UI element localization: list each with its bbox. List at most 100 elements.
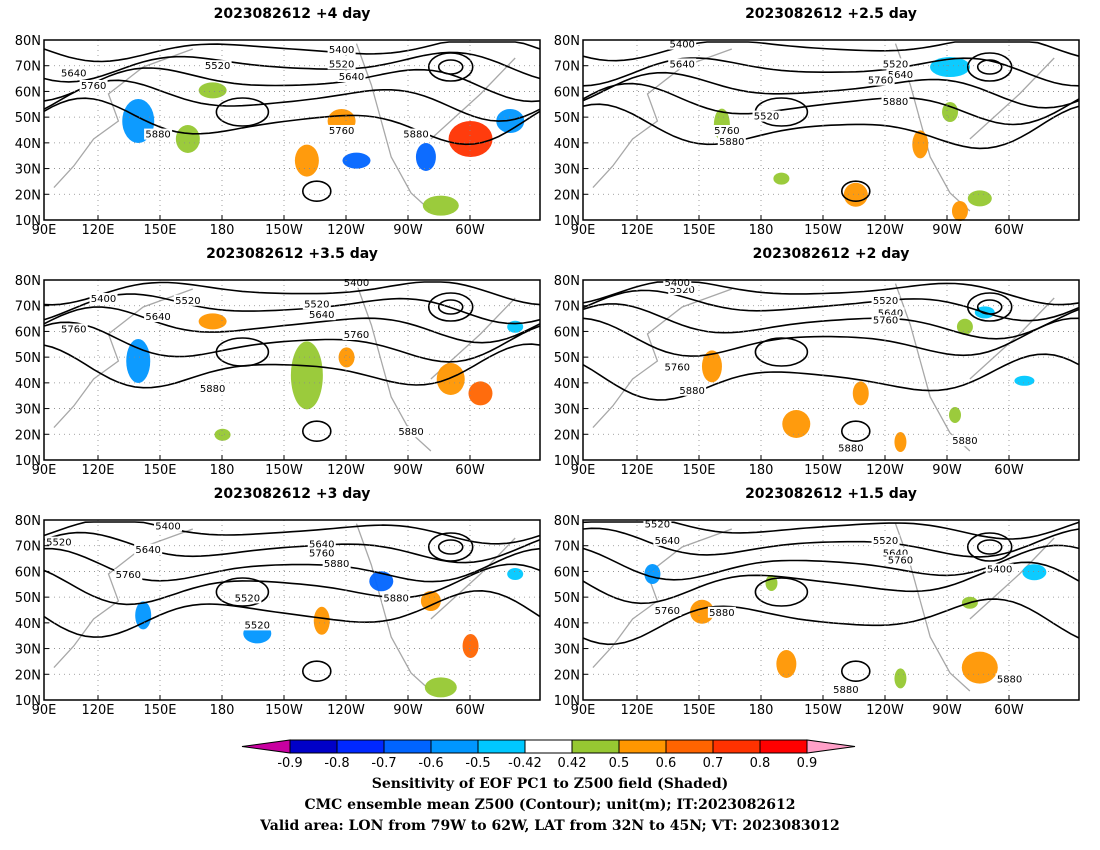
contour-label: 5880: [883, 97, 908, 108]
contour-label: 5760: [81, 81, 106, 92]
contour-label-bg: [866, 74, 895, 86]
colorbar-segment: [665, 739, 714, 754]
lat-tick-label: 30N: [554, 163, 580, 178]
sensitivity-shading: [843, 182, 868, 207]
contour-label: 5520: [873, 536, 898, 547]
lon-tick-label: 150E: [143, 463, 176, 478]
contour-label-bg: [668, 284, 697, 295]
sensitivity-shading: [462, 634, 479, 658]
z500-contour: [582, 353, 1080, 401]
contour-label: 5520: [245, 620, 270, 631]
lat-tick-label: 20N: [15, 428, 41, 443]
sensitivity-shading: [1022, 564, 1047, 581]
z500-contour: [582, 71, 1080, 109]
contour-label: 5640: [888, 70, 913, 81]
lon-tick-label: 180: [749, 223, 774, 238]
map-panel-3: 5400 552056405760552056405760588054005880…: [15, 274, 541, 478]
z500-contour: [43, 281, 541, 306]
lat-tick-label: 70N: [554, 540, 580, 555]
colorbar-segment: [289, 739, 338, 754]
contour-label: 5880: [679, 386, 704, 397]
colorbar-segment: [477, 739, 526, 754]
contour-label-bg: [44, 536, 73, 548]
sensitivity-shading: [701, 350, 722, 383]
contour-label-bg: [881, 96, 910, 108]
sensitivity-shading: [198, 82, 227, 99]
contour-label: 5760: [329, 126, 354, 137]
sensitivity-shading: [1014, 375, 1035, 386]
contour-label-bg: [871, 534, 900, 546]
z500-contour: [427, 532, 474, 562]
contour-label-bg: [243, 619, 272, 631]
contour-label: 5880: [833, 685, 858, 696]
lat-tick-label: 60N: [554, 85, 580, 100]
sensitivity-shading: [338, 347, 355, 368]
contour-label-bg: [342, 329, 371, 340]
lon-tick-label: 60W: [994, 703, 1024, 718]
map-frame: [43, 519, 541, 701]
map-frame: [43, 279, 541, 461]
contour-label-bg: [59, 67, 88, 79]
lat-tick-label: 20N: [554, 428, 580, 443]
colorbar-under-triangle: [241, 739, 291, 754]
contour-label: 5760: [309, 548, 334, 559]
lat-tick-label: 60N: [15, 85, 41, 100]
lat-tick-label: 10N: [554, 214, 580, 229]
z500-contour: [215, 337, 270, 367]
footer-line-2: CMC ensemble mean Z500 (Contour); unit(m…: [304, 797, 796, 813]
colorbar-segment: [618, 739, 667, 754]
contour-label-bg: [397, 426, 426, 438]
colorbar-label: 0.6: [656, 756, 677, 771]
colorbar-segment: [524, 739, 573, 754]
map-frame: [43, 39, 541, 221]
lat-tick-label: 10N: [554, 454, 580, 469]
lon-tick-label: 120E: [620, 703, 653, 718]
lon-tick-label: 60W: [994, 223, 1024, 238]
z500-contour: [43, 589, 541, 638]
lon-tick-label: 150E: [682, 703, 715, 718]
sensitivity-shading: [644, 564, 661, 584]
z500-contour: [582, 41, 1080, 62]
z500-contour: [43, 521, 541, 545]
sensitivity-shading: [198, 313, 227, 330]
lon-tick-label: 150W: [804, 223, 842, 238]
z500-contour: [427, 292, 474, 322]
contour-label: 5760: [344, 330, 369, 341]
lat-tick-label: 30N: [554, 403, 580, 418]
lat-tick-label: 80N: [554, 514, 580, 529]
contour-label-bg: [752, 110, 781, 122]
lon-tick-label: 90W: [393, 223, 423, 238]
lon-tick-label: 180: [749, 703, 774, 718]
contour-label-bg: [302, 298, 331, 310]
lat-tick-label: 80N: [15, 274, 41, 289]
contour-label-bg: [144, 128, 173, 140]
contour-label: 5640: [145, 312, 170, 323]
panel-title-2: 2023082612 +2.5 day: [745, 6, 917, 22]
z500-contour: [215, 577, 270, 607]
contour-label-bg: [154, 520, 182, 532]
z500-contour: [754, 577, 809, 607]
colorbar-label: -0.6: [418, 756, 443, 771]
sensitivity-shading: [765, 575, 778, 591]
sensitivity-shading: [956, 318, 973, 335]
contour-label: 5880: [200, 384, 225, 395]
map-panel-4: 55205400552056405760576058805880588080N7…: [554, 274, 1080, 478]
contour-label: 5400: [344, 278, 369, 289]
contour-label: 5880: [383, 593, 408, 604]
z500-contour: [43, 306, 541, 344]
lon-tick-label: 120W: [866, 223, 904, 238]
sensitivity-shading: [214, 428, 231, 441]
z500-contour: [43, 293, 541, 325]
contour-label: 5640: [669, 59, 694, 70]
colorbar-label: -0.7: [371, 756, 396, 771]
z500-contour: [43, 531, 541, 564]
sensitivity-shading: [415, 143, 436, 171]
contour-label: 5760: [868, 76, 893, 87]
lon-tick-label: 60W: [455, 223, 485, 238]
lon-tick-label: 120E: [81, 223, 114, 238]
lat-tick-label: 50N: [15, 111, 41, 126]
sensitivity-shading: [773, 172, 790, 185]
z500-contour: [582, 527, 1080, 558]
